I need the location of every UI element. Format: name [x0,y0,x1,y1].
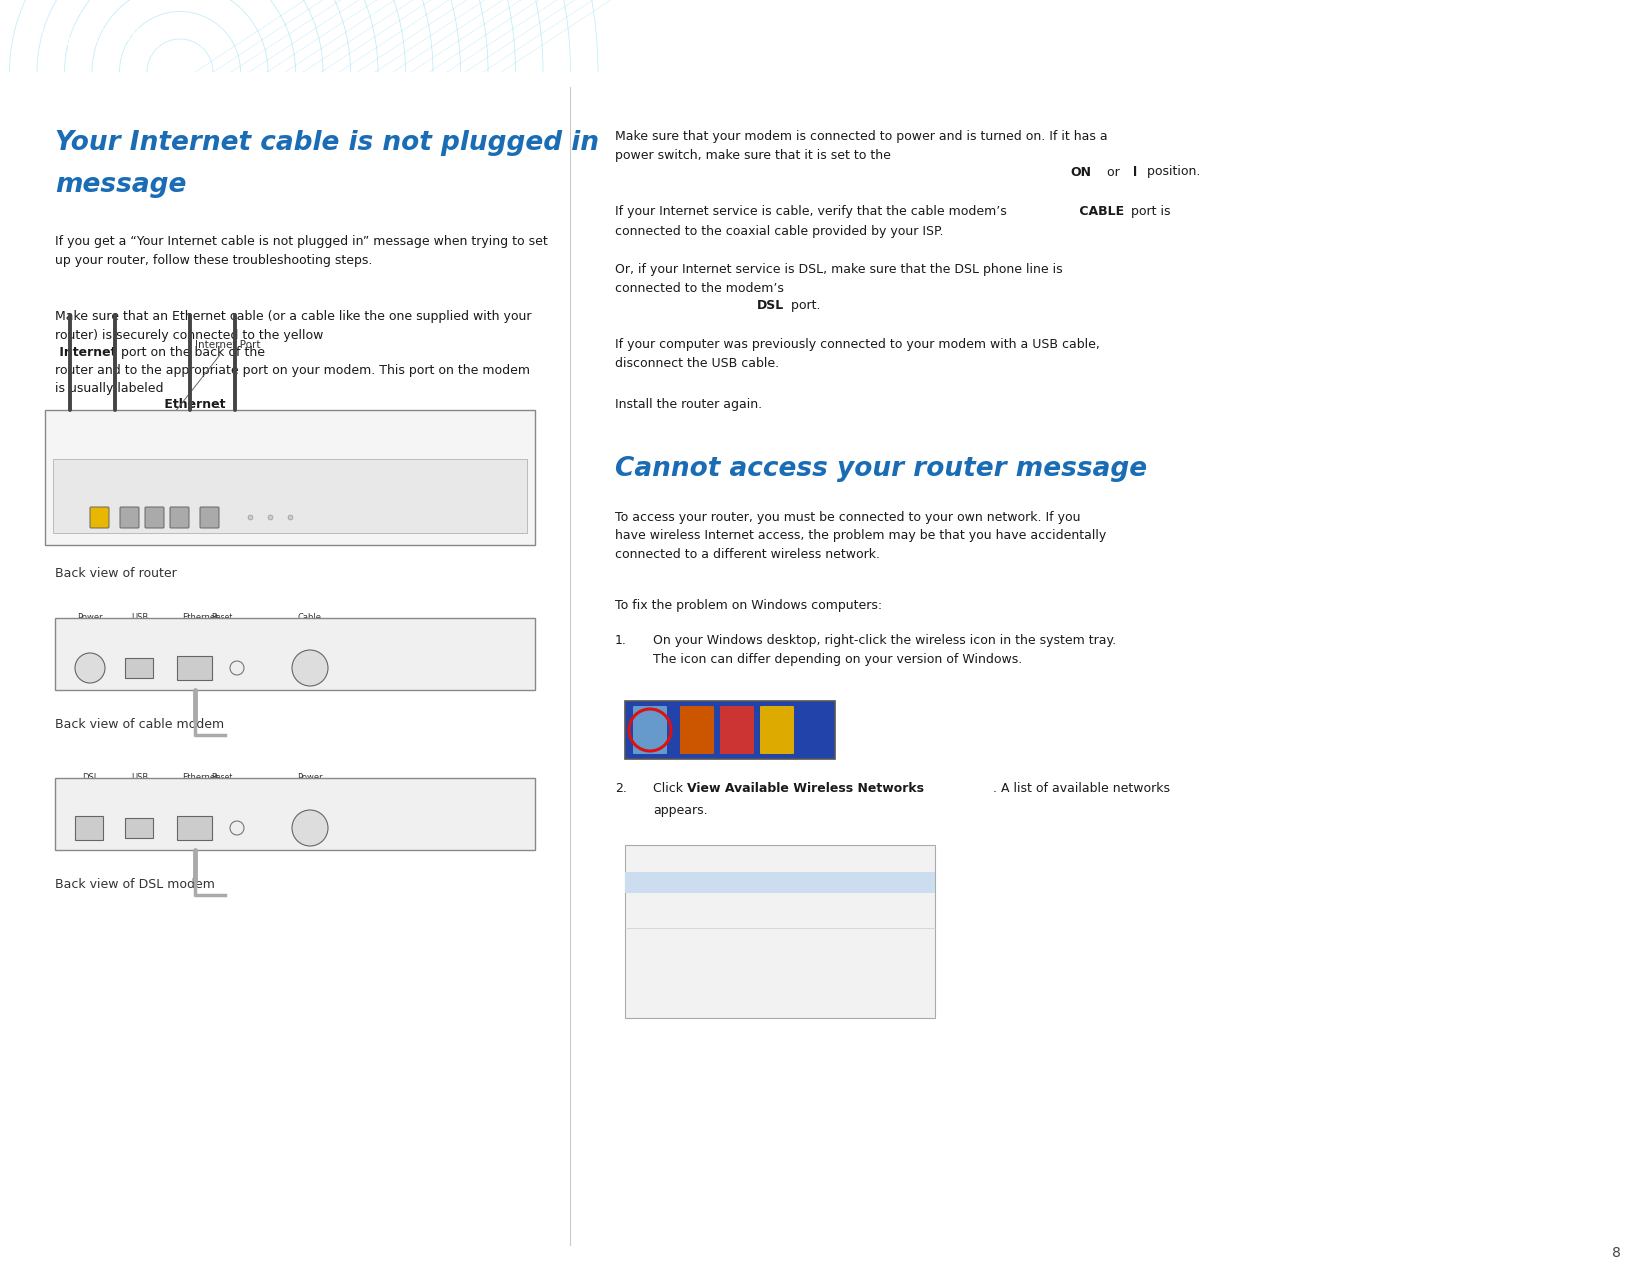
Text: l: l [1133,166,1138,178]
Text: View Available Wireless Networks: View Available Wireless Networks [636,947,802,958]
Text: DSL: DSL [83,773,97,782]
Text: Your Internet cable is not plugged in: Your Internet cable is not plugged in [54,130,599,156]
FancyBboxPatch shape [74,816,102,840]
Text: If your computer was previously connected to your modem with a USB cable,
discon: If your computer was previously connecte… [616,338,1100,370]
Text: port.: port. [788,298,821,311]
Circle shape [229,821,244,835]
Text: Ethernet: Ethernet [182,613,218,622]
Text: Change Windows Firewall settings: Change Windows Firewall settings [636,970,806,980]
Text: Reset: Reset [211,773,233,782]
Text: 2.: 2. [616,782,627,796]
Text: Or, if your Internet service is DSL, make sure that the DSL phone line is
connec: Or, if your Internet service is DSL, mak… [616,263,1063,295]
FancyBboxPatch shape [720,706,755,754]
FancyBboxPatch shape [145,507,163,528]
Text: message: message [54,172,187,198]
FancyBboxPatch shape [200,507,220,528]
Text: Install the router again.: Install the router again. [616,398,763,411]
Text: If you get a “Your Internet cable is not plugged in” message when trying to set
: If you get a “Your Internet cable is not… [54,235,548,266]
FancyBboxPatch shape [53,459,527,533]
Text: View Available Wireless Networks: View Available Wireless Networks [687,782,925,796]
Circle shape [292,650,329,686]
Text: On your Windows desktop, right-click the wireless icon in the system tray.
The i: On your Windows desktop, right-click the… [654,634,1116,666]
Text: Cable: Cable [297,613,322,622]
Text: Cannot access your router message: Cannot access your router message [616,456,1147,482]
Text: ON: ON [1070,166,1091,178]
Text: port on the back of the: port on the back of the [117,346,266,358]
FancyBboxPatch shape [626,701,835,759]
Text: router and to the appropriate port on your modem. This port on the modem
is usua: router and to the appropriate port on yo… [54,363,530,395]
Text: Status: Status [636,878,672,887]
Text: Back view of cable modem: Back view of cable modem [54,718,225,731]
Text: Internet: Internet [54,346,117,358]
FancyBboxPatch shape [177,657,211,680]
Circle shape [74,653,106,683]
Text: port is: port is [1128,205,1171,218]
Text: CABLE: CABLE [1075,205,1124,218]
FancyBboxPatch shape [177,816,211,840]
Text: Make sure that an Ethernet cable (or a cable like the one supplied with your
rou: Make sure that an Ethernet cable (or a c… [54,310,532,342]
FancyBboxPatch shape [125,658,154,678]
FancyBboxPatch shape [680,706,713,754]
Text: Linksys EA8500: Linksys EA8500 [21,27,152,45]
Text: Repair: Repair [636,901,667,912]
Text: Back view of router: Back view of router [54,567,177,580]
FancyBboxPatch shape [121,507,139,528]
Text: Make sure that your modem is connected to power and is turned on. If it has a
po: Make sure that your modem is connected t… [616,130,1108,162]
Text: connected to the coaxial cable provided by your ISP.: connected to the coaxial cable provided … [616,224,943,237]
Text: DSL: DSL [758,298,784,311]
Text: Power: Power [78,613,102,622]
Text: USB: USB [132,613,149,622]
Text: If your Internet service is cable, verify that the cable modem’s: If your Internet service is cable, verif… [616,205,1007,218]
Text: 1.: 1. [616,634,627,646]
Text: position.: position. [1142,166,1200,178]
Text: To access your router, you must be connected to your own network. If you
have wi: To access your router, you must be conne… [616,511,1106,561]
Text: Ethernet: Ethernet [182,773,218,782]
Text: .: . [216,398,221,411]
FancyBboxPatch shape [626,845,934,1017]
FancyBboxPatch shape [759,706,794,754]
Text: Click: Click [654,782,687,796]
FancyBboxPatch shape [54,778,535,850]
FancyBboxPatch shape [626,872,934,892]
Text: Open Network Connections: Open Network Connections [636,993,771,1003]
Text: Troubleshooting: Troubleshooting [1497,27,1630,45]
FancyBboxPatch shape [632,706,667,754]
Text: 8: 8 [1611,1246,1621,1260]
FancyBboxPatch shape [91,507,109,528]
Text: Back view of DSL modem: Back view of DSL modem [54,878,215,891]
Text: appears.: appears. [654,805,708,817]
Text: . A list of available networks: . A list of available networks [992,782,1171,796]
Text: Disable: Disable [636,856,672,864]
Text: Reset: Reset [211,613,233,622]
FancyBboxPatch shape [45,411,535,544]
FancyBboxPatch shape [170,507,188,528]
Text: To fix the problem on Windows computers:: To fix the problem on Windows computers: [616,599,882,612]
Text: Power: Power [297,773,324,782]
FancyBboxPatch shape [125,819,154,838]
Circle shape [292,810,329,847]
Circle shape [229,660,244,674]
Text: USB: USB [132,773,149,782]
Text: Internet Port: Internet Port [102,340,261,505]
Text: Ethernet: Ethernet [160,398,226,411]
FancyBboxPatch shape [54,618,535,690]
Text: or: or [1103,166,1124,178]
